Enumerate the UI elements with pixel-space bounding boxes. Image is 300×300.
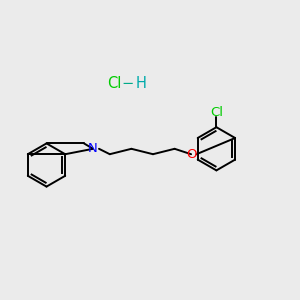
Text: −: − (122, 76, 134, 92)
Text: Cl: Cl (210, 106, 223, 119)
Text: Cl: Cl (107, 76, 121, 92)
Text: N: N (88, 142, 98, 155)
Text: O: O (186, 148, 196, 161)
Text: H: H (136, 76, 146, 92)
